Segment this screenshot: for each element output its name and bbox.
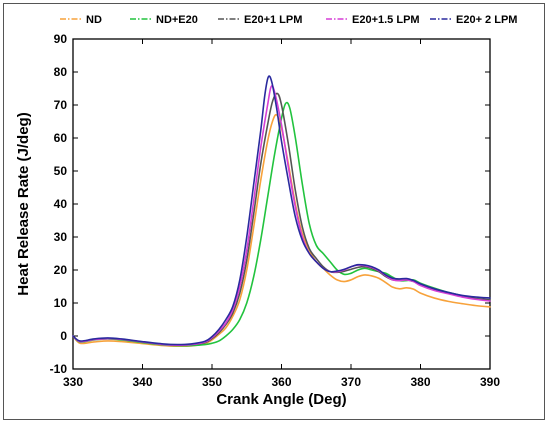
y-tick-label: 80 bbox=[54, 65, 68, 79]
series-line-5 bbox=[72, 75, 491, 346]
y-tick-label: -10 bbox=[50, 362, 68, 376]
y-tick-label: 70 bbox=[54, 98, 68, 112]
y-tick-label: 90 bbox=[54, 32, 68, 46]
legend: ND ND+E20 E20+1 LPM E20+1.5 LPM E20+ 2 LPM bbox=[60, 14, 517, 26]
x-tick-label: 330 bbox=[63, 375, 83, 389]
y-tick-label: 60 bbox=[54, 131, 68, 145]
y-tick-label: 40 bbox=[54, 197, 68, 211]
legend-label: E20+1.5 LPM bbox=[352, 14, 420, 26]
legend-label: ND bbox=[86, 14, 102, 26]
x-tick-label: 380 bbox=[410, 375, 430, 389]
chart-frame bbox=[3, 3, 545, 420]
x-tick-label: 370 bbox=[341, 375, 361, 389]
y-tick-label: 30 bbox=[54, 230, 68, 244]
legend-label: ND+E20 bbox=[156, 14, 198, 26]
y-tick-label: 0 bbox=[60, 329, 67, 343]
x-tick-label: 340 bbox=[132, 375, 152, 389]
x-axis: 330 340 350 360 370 380 390 bbox=[63, 39, 500, 389]
y-tick-label: 50 bbox=[54, 164, 68, 178]
x-tick-label: 390 bbox=[480, 375, 500, 389]
x-axis-title: Crank Angle (Deg) bbox=[216, 391, 346, 408]
plot-area bbox=[72, 38, 491, 370]
legend-label: E20+1 LPM bbox=[244, 14, 302, 26]
series-lines bbox=[72, 75, 491, 348]
x-tick-label: 360 bbox=[271, 375, 291, 389]
legend-label: E20+ 2 LPM bbox=[456, 14, 517, 26]
y-tick-label: 20 bbox=[54, 263, 68, 277]
y-axis-title: Heat Release Rate (J/deg) bbox=[15, 112, 32, 295]
y-tick-label: 10 bbox=[54, 296, 68, 310]
series-line-1 bbox=[72, 113, 491, 348]
series-line-4 bbox=[72, 84, 491, 347]
x-tick-label: 350 bbox=[202, 375, 222, 389]
y-axis: -10 0 10 20 30 40 50 60 70 80 90 bbox=[50, 32, 490, 376]
